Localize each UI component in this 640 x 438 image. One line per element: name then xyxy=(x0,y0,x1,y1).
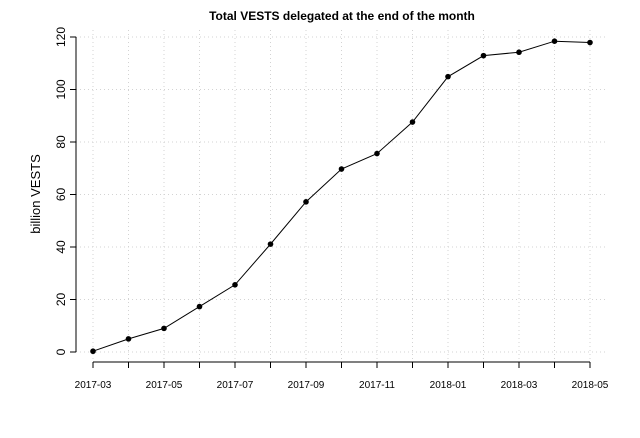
data-point xyxy=(267,241,274,247)
data-point xyxy=(374,150,380,157)
y-axis-label: billion VESTS xyxy=(28,154,43,234)
data-point xyxy=(161,325,167,332)
data-point xyxy=(480,52,487,59)
data-point xyxy=(587,39,593,46)
y-tick-label: 40 xyxy=(54,240,68,254)
x-tick-label: 2017-05 xyxy=(146,380,183,391)
x-tick-label: 2018-03 xyxy=(501,380,538,391)
data-point xyxy=(338,166,345,172)
axes: 0 20 40 60 80 100 120 2017-03 2017-05 2017-07 2017… xyxy=(54,27,609,391)
y-tick-label: 80 xyxy=(54,135,68,149)
x-tick-label: 2017-03 xyxy=(75,380,112,391)
data-point xyxy=(125,336,132,342)
x-tick-label: 2017-09 xyxy=(288,380,325,391)
data-point xyxy=(90,348,96,355)
data-point xyxy=(516,49,522,56)
y-tick-label: 60 xyxy=(54,188,68,202)
y-tick-label: 20 xyxy=(54,293,68,307)
y-tick-label: 100 xyxy=(54,79,68,99)
data-point xyxy=(196,303,203,310)
x-tick-label: 2017-11 xyxy=(359,380,395,391)
series-layer xyxy=(90,38,593,355)
grid xyxy=(76,30,608,362)
data-point xyxy=(409,119,416,125)
data-point xyxy=(445,73,451,80)
chart-title: Total VESTS delegated at the end of the … xyxy=(209,9,475,23)
x-tick-label: 2017-07 xyxy=(217,380,254,391)
x-tick-label: 2018-01 xyxy=(430,380,467,391)
series-line xyxy=(92,40,591,352)
data-point xyxy=(303,199,309,205)
x-tick-label: 2018-05 xyxy=(572,380,609,391)
data-point xyxy=(232,282,238,288)
data-point xyxy=(551,38,558,44)
y-tick-label: 120 xyxy=(54,27,68,47)
y-tick-label: 0 xyxy=(54,348,68,355)
